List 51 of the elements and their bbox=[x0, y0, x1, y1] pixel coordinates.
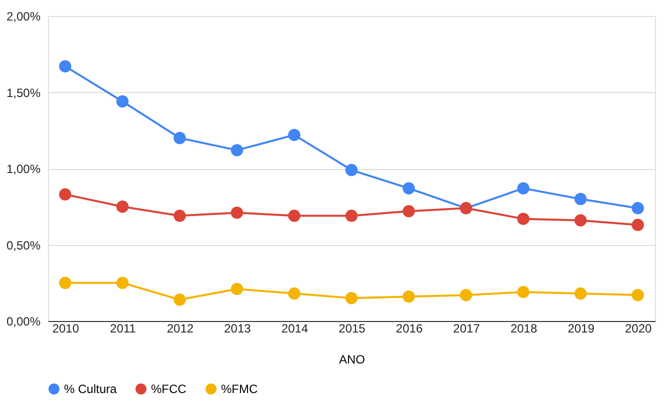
point bbox=[517, 212, 530, 225]
x-tick-label: 2017 bbox=[453, 322, 480, 336]
point bbox=[230, 144, 244, 156]
point bbox=[345, 164, 358, 176]
point bbox=[230, 282, 244, 296]
point bbox=[574, 287, 587, 300]
x-tick-label: 2010 bbox=[52, 322, 80, 336]
point bbox=[632, 288, 644, 302]
point bbox=[288, 287, 300, 300]
y-tick-label: 1,50% bbox=[6, 86, 41, 100]
x-axis-title: ANO bbox=[338, 352, 366, 366]
point bbox=[402, 205, 415, 218]
legend-label: %FMC bbox=[221, 382, 258, 396]
point bbox=[460, 288, 472, 302]
point bbox=[574, 192, 587, 206]
point bbox=[402, 290, 415, 303]
point bbox=[632, 218, 644, 232]
point bbox=[517, 286, 530, 298]
y-tick-label: 2,00% bbox=[6, 10, 41, 24]
y-tick-label: 1,00% bbox=[6, 162, 41, 176]
point bbox=[230, 206, 244, 219]
x-tick-label: 2014 bbox=[281, 322, 308, 336]
point bbox=[59, 60, 72, 72]
point bbox=[116, 95, 129, 108]
y-tick-label: 0,00% bbox=[6, 314, 41, 328]
x-tick-label: 2018 bbox=[510, 322, 538, 336]
x-tick-label: 2012 bbox=[166, 322, 194, 336]
point bbox=[174, 294, 186, 306]
point bbox=[345, 210, 358, 222]
legend-label: %FCC bbox=[151, 382, 187, 396]
x-tick-label: 2011 bbox=[110, 322, 136, 336]
point bbox=[174, 210, 186, 222]
point bbox=[345, 292, 358, 304]
point bbox=[59, 188, 72, 201]
x-tick-label: 2019 bbox=[568, 322, 595, 336]
point bbox=[116, 276, 129, 289]
point bbox=[402, 182, 415, 194]
x-tick-label: 2013 bbox=[224, 322, 252, 336]
point bbox=[174, 132, 186, 144]
point bbox=[116, 200, 129, 213]
point bbox=[632, 202, 644, 214]
x-tick-label: 2015 bbox=[338, 322, 366, 336]
point bbox=[59, 276, 72, 289]
point bbox=[574, 214, 587, 226]
x-tick-label: 2016 bbox=[396, 322, 423, 336]
legend-label: % Cultura bbox=[64, 382, 118, 396]
point bbox=[288, 210, 300, 222]
point bbox=[288, 128, 300, 142]
point bbox=[517, 182, 530, 194]
x-tick-label: 2020 bbox=[624, 322, 652, 336]
y-tick-label: 0,50% bbox=[6, 238, 41, 252]
